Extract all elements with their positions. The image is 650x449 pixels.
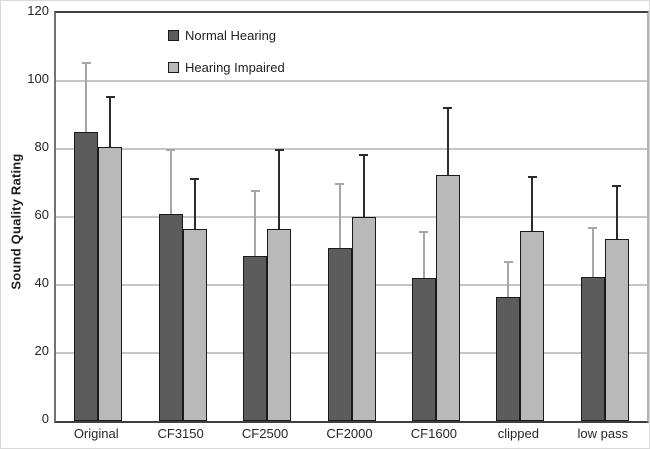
y-tick-label-80: 80 <box>34 139 49 154</box>
error-bar-normal-hearing-cf1600 <box>422 230 425 279</box>
x-tick-label-cf3150: CF3150 <box>157 426 204 441</box>
x-tick-label-cf1600: CF1600 <box>410 426 458 441</box>
error-bar-normal-hearing-cf3150 <box>169 149 172 214</box>
x-axis-tick-labels: Original CF3150 CF2500 CF2000 CF1600 clipped l… <box>54 426 645 446</box>
legend-label-hearing-impaired: Hearing Impaired <box>185 60 285 75</box>
error-bar-normal-hearing-cf2500 <box>254 189 257 257</box>
y-tick-label-60: 60 <box>34 207 49 222</box>
error-bar-cap-normal-hearing-clipped <box>503 261 513 264</box>
bar-normal-hearing-low-pass <box>580 276 605 421</box>
error-bar-cap-hearing-impaired-cf1600 <box>443 106 453 109</box>
error-bar-hearing-impaired-original <box>109 96 112 148</box>
error-bar-hearing-impaired-cf2000 <box>362 154 365 217</box>
bar-normal-hearing-clipped <box>496 296 521 421</box>
bar-hearing-impaired-cf2000 <box>351 217 376 421</box>
bar-hearing-impaired-cf1600 <box>435 174 460 421</box>
x-tick-label-original: Original <box>73 426 119 441</box>
error-bar-cap-normal-hearing-cf1600 <box>419 230 429 233</box>
error-bar-normal-hearing-clipped <box>507 261 510 297</box>
bar-normal-hearing-cf2000 <box>327 247 352 421</box>
error-bar-cap-hearing-impaired-low-pass <box>612 184 622 187</box>
bar-hearing-impaired-clipped <box>520 230 545 421</box>
x-tick-label-cf2000: CF2000 <box>326 426 373 441</box>
error-bar-cap-normal-hearing-original <box>81 62 91 65</box>
error-bar-hearing-impaired-cf1600 <box>446 106 449 175</box>
y-tick-label-40: 40 <box>34 275 49 290</box>
error-bar-cap-hearing-impaired-original <box>105 96 115 99</box>
error-bar-cap-normal-hearing-cf3150 <box>166 149 176 151</box>
bar-normal-hearing-cf2500 <box>243 256 268 421</box>
legend-item-hearing-impaired: Hearing Impaired <box>168 60 285 75</box>
plot-area: Normal Hearing Hearing Impaired <box>54 11 649 423</box>
error-bar-hearing-impaired-clipped <box>531 176 534 231</box>
legend-swatch-normal-hearing <box>168 30 179 41</box>
bar-hearing-impaired-low-pass <box>604 239 629 421</box>
legend-label-normal-hearing: Normal Hearing <box>185 28 277 43</box>
legend: Normal Hearing Hearing Impaired <box>168 28 285 75</box>
bar-hearing-impaired-cf3150 <box>182 228 207 421</box>
error-bar-hearing-impaired-cf2500 <box>278 149 281 229</box>
error-bar-cap-hearing-impaired-cf3150 <box>190 177 200 180</box>
gridline-80 <box>56 148 647 150</box>
error-bar-hearing-impaired-low-pass <box>615 184 618 240</box>
error-bar-cap-normal-hearing-cf2500 <box>250 189 260 192</box>
x-tick-label-cf2500: CF2500 <box>241 426 289 441</box>
error-bar-normal-hearing-low-pass <box>591 227 594 277</box>
y-tick-label-120: 120 <box>27 3 49 18</box>
bar-normal-hearing-cf1600 <box>411 278 436 421</box>
error-bar-normal-hearing-original <box>85 62 88 132</box>
y-axis-tick-labels: 0 20 40 60 80 100 120 <box>1 3 49 426</box>
y-tick-label-100: 100 <box>27 71 49 86</box>
error-bar-cap-hearing-impaired-cf2500 <box>274 149 284 151</box>
error-bar-normal-hearing-cf2000 <box>338 183 341 248</box>
error-bar-cap-normal-hearing-low-pass <box>588 227 598 230</box>
legend-swatch-hearing-impaired <box>168 62 179 73</box>
y-tick-label-20: 20 <box>34 343 49 358</box>
error-bar-cap-hearing-impaired-clipped <box>527 176 537 179</box>
error-bar-hearing-impaired-cf3150 <box>193 177 196 229</box>
x-tick-label-clipped: clipped <box>497 426 539 441</box>
error-bar-cap-normal-hearing-cf2000 <box>335 183 344 185</box>
gridline-100 <box>56 80 647 82</box>
x-tick-label-low-pass: low pass <box>577 426 629 441</box>
bar-hearing-impaired-cf2500 <box>267 228 292 421</box>
y-tick-label-0: 0 <box>41 411 49 426</box>
bar-normal-hearing-cf3150 <box>158 213 183 421</box>
error-bar-cap-hearing-impaired-cf2000 <box>359 154 368 157</box>
bar-hearing-impaired-original <box>98 147 123 421</box>
bar-normal-hearing-original <box>74 132 99 421</box>
legend-item-normal-hearing: Normal Hearing <box>168 28 285 43</box>
